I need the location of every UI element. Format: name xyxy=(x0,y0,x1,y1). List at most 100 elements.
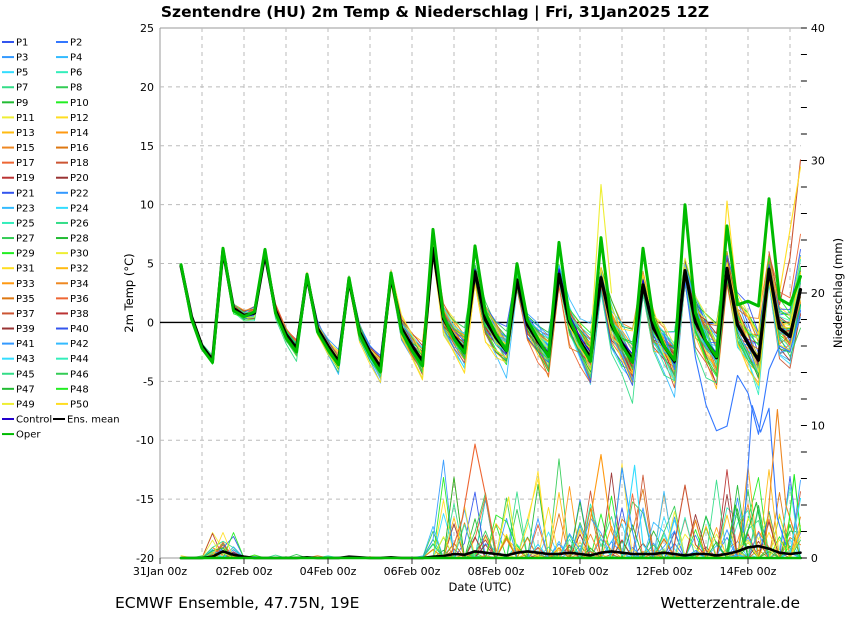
left-axis-tick-label: -5 xyxy=(143,375,154,388)
legend-item-label: P20 xyxy=(70,173,89,184)
legend-item-label: P47 xyxy=(16,384,35,395)
legend-item-label: P3 xyxy=(16,53,28,64)
legend-item-label: P31 xyxy=(16,264,35,275)
legend-item-label: P37 xyxy=(16,309,35,320)
x-axis-tick-label: 31Jan 00z xyxy=(133,565,187,578)
legend-item-label: P42 xyxy=(70,339,89,350)
outlier-precip-line xyxy=(671,484,707,556)
legend-item-control: Control xyxy=(2,415,52,426)
legend-item-label: P24 xyxy=(70,203,89,214)
legend-item-p21: P21 xyxy=(2,188,35,199)
legend-item-p22: P22 xyxy=(56,188,89,199)
legend-item-p31: P31 xyxy=(2,264,35,275)
x-axis-tick-label: 08Feb 00z xyxy=(468,565,525,578)
legend-item-p25: P25 xyxy=(2,218,35,229)
right-axis-tick-label: 30 xyxy=(811,155,825,168)
legend-item-p35: P35 xyxy=(2,294,35,305)
right-axis-tick-label: 10 xyxy=(811,420,825,433)
legend-item-label: P43 xyxy=(16,354,35,365)
legend-item-ens-mean: Ens. mean xyxy=(53,415,120,426)
outlier-temp-line xyxy=(663,280,802,435)
legend-item-p10: P10 xyxy=(56,98,89,109)
legend-item-p18: P18 xyxy=(56,158,89,169)
legend-item-p23: P23 xyxy=(2,203,35,214)
legend-item-label: P50 xyxy=(70,399,89,410)
legend-item-oper: Oper xyxy=(2,430,41,441)
legend-item-label: P29 xyxy=(16,249,35,260)
legend-item-p49: P49 xyxy=(2,399,35,410)
legend-item-label: P2 xyxy=(70,38,82,49)
legend-item-p48: P48 xyxy=(56,384,89,395)
legend-item-p13: P13 xyxy=(2,128,35,139)
x-axis-tick-label: 02Feb 00z xyxy=(216,565,273,578)
legend-item-label: P22 xyxy=(70,188,89,199)
legend-item-p39: P39 xyxy=(2,324,35,335)
left-axis-tick-label: -10 xyxy=(136,434,154,447)
legend-item-label: P18 xyxy=(70,158,89,169)
legend-item-label: P7 xyxy=(16,83,28,94)
left-axis-title: 2m Temp (°C) xyxy=(122,253,136,332)
legend-item-p40: P40 xyxy=(56,324,89,335)
legend-item-p19: P19 xyxy=(2,173,35,184)
legend-item-p24: P24 xyxy=(56,203,89,214)
legend-item-p4: P4 xyxy=(56,53,82,64)
left-axis-tick-label: -15 xyxy=(136,493,154,506)
outlier-precip-line xyxy=(610,467,640,559)
legend-item-p11: P11 xyxy=(2,113,35,124)
legend-item-p29: P29 xyxy=(2,249,35,260)
legend-item-label: P46 xyxy=(70,369,89,380)
legend-item-label: P12 xyxy=(70,113,89,124)
legend-item-p46: P46 xyxy=(56,369,89,380)
x-axis-tick-label: 12Feb 00z xyxy=(636,565,693,578)
footer-site-credit: Wetterzentrale.de xyxy=(660,594,800,612)
legend-item-label: P8 xyxy=(70,83,82,94)
left-axis-tick-label: 15 xyxy=(140,140,154,153)
legend-item-label: P30 xyxy=(70,249,89,260)
legend-item-p12: P12 xyxy=(56,113,89,124)
outlier-precip-line xyxy=(743,405,787,546)
legend-item-p17: P17 xyxy=(2,158,35,169)
chart-title: Szentendre (HU) 2m Temp & Niederschlag |… xyxy=(161,3,709,22)
right-axis-tick-label: 20 xyxy=(811,287,825,300)
legend-item-p45: P45 xyxy=(2,369,35,380)
legend-item-p30: P30 xyxy=(56,249,89,260)
legend-item-label: P34 xyxy=(70,279,89,290)
x-axis-title: Date (UTC) xyxy=(449,580,512,594)
outlier-precip-line xyxy=(621,464,652,556)
legend-item-label: P39 xyxy=(16,324,35,335)
x-axis-tick-label: 14Feb 00z xyxy=(720,565,777,578)
legend-item-p6: P6 xyxy=(56,68,82,79)
legend-item-label: P23 xyxy=(16,203,35,214)
legend-item-label: Oper xyxy=(16,430,41,441)
outlier-precip-line xyxy=(785,473,802,552)
legend-item-p43: P43 xyxy=(2,354,35,365)
legend-item-p7: P7 xyxy=(2,83,28,94)
legend-item-label: P32 xyxy=(70,264,89,275)
legend-item-p9: P9 xyxy=(2,98,28,109)
outlier-precip-line xyxy=(764,409,795,552)
legend-item-label: P6 xyxy=(70,68,82,79)
right-axis-tick-label: 0 xyxy=(811,552,818,565)
outlier-precip-line xyxy=(789,497,802,555)
legend-item-label: P27 xyxy=(16,234,35,245)
legend-item-label: P9 xyxy=(16,98,28,109)
legend-item-p42: P42 xyxy=(56,339,89,350)
legend-item-p47: P47 xyxy=(2,384,35,395)
main-series-lines xyxy=(179,197,803,560)
outlier-temp-line xyxy=(589,184,613,347)
legend-item-p5: P5 xyxy=(2,68,28,79)
oper-temp-line xyxy=(179,197,802,374)
legend-item-label: P16 xyxy=(70,143,89,154)
legend-item-label: P21 xyxy=(16,188,35,199)
ensemble-member-lines xyxy=(180,233,801,559)
legend-item-label: P25 xyxy=(16,218,35,229)
outlier-precip-line xyxy=(495,496,518,556)
left-axis-tick-label: 0 xyxy=(147,316,154,329)
legend-item-label: P28 xyxy=(70,234,89,245)
outlier-temp-line xyxy=(768,159,802,306)
x-axis-tick-label: 06Feb 00z xyxy=(384,565,441,578)
legend-item-p34: P34 xyxy=(56,279,89,290)
legend-item-label: P44 xyxy=(70,354,89,365)
legend-item-p15: P15 xyxy=(2,143,35,154)
